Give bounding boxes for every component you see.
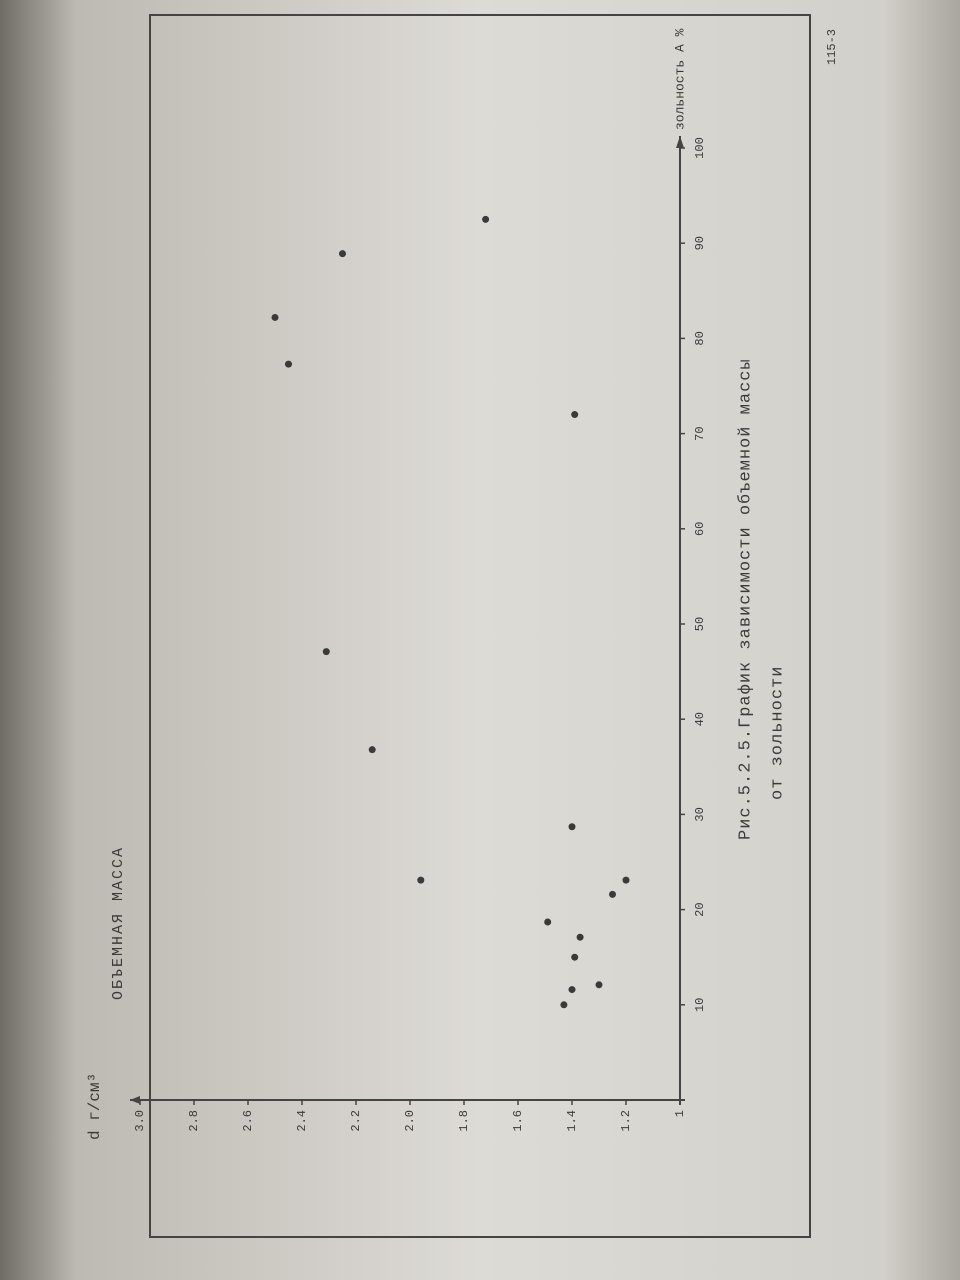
caption-line-2: от зольности bbox=[768, 666, 787, 800]
point bbox=[322, 648, 330, 656]
point bbox=[576, 933, 584, 941]
point bbox=[595, 981, 603, 989]
y-tick-label: 1.6 bbox=[511, 1110, 525, 1132]
y-unit: d г/см³ bbox=[86, 1073, 104, 1140]
x-tick-label: 90 bbox=[693, 236, 707, 250]
frame bbox=[149, 14, 811, 1238]
y-tick-label: 1 bbox=[673, 1110, 687, 1117]
point bbox=[482, 215, 490, 223]
x-tick-label: 70 bbox=[693, 426, 707, 440]
y-tick-label: 1.2 bbox=[619, 1110, 633, 1132]
rotated-chart: d г/см³ ОБЪЕМНАЯ МАССА зольность А % Рис… bbox=[86, 28, 839, 1140]
point bbox=[339, 250, 346, 258]
x-tick-label: 20 bbox=[693, 902, 707, 916]
y-tick-label: 1.8 bbox=[457, 1110, 471, 1132]
x-axis-arrow bbox=[676, 136, 684, 148]
x-tick-label: 40 bbox=[693, 712, 707, 726]
x-tick-label: 10 bbox=[693, 998, 707, 1012]
y-axis-arrow bbox=[130, 1096, 140, 1104]
point bbox=[571, 411, 579, 419]
point bbox=[568, 986, 576, 994]
point bbox=[609, 890, 616, 898]
point bbox=[622, 876, 630, 884]
y-tick-label: 2.6 bbox=[241, 1110, 255, 1132]
x-axis-title: зольность А % bbox=[672, 28, 687, 130]
y-tick-label: 2.4 bbox=[295, 1110, 309, 1132]
x-tick-label: 80 bbox=[693, 331, 707, 345]
y-tick-label: 2.0 bbox=[403, 1110, 417, 1132]
x-tick-label: 30 bbox=[693, 807, 707, 821]
y-tick-label: 1.4 bbox=[565, 1110, 579, 1132]
y-tick-label: 2.2 bbox=[349, 1110, 363, 1132]
point bbox=[571, 953, 579, 961]
point bbox=[568, 823, 576, 831]
y-tick-label: 3.0 bbox=[133, 1110, 147, 1132]
x-tick-label: 50 bbox=[693, 617, 707, 631]
point bbox=[271, 313, 279, 321]
x-tick-label: 100 bbox=[693, 137, 707, 159]
y-tick-label: 2.8 bbox=[187, 1110, 201, 1132]
point bbox=[368, 746, 376, 754]
caption: Рис.5.2.5.График зависимости объемной ма… bbox=[736, 358, 755, 840]
point bbox=[285, 360, 292, 368]
point bbox=[544, 918, 552, 926]
point bbox=[560, 1001, 568, 1009]
page-number: 115-3 bbox=[825, 29, 839, 65]
y-axis-title: ОБЪЕМНАЯ МАССА bbox=[110, 846, 127, 1000]
point bbox=[417, 876, 425, 884]
x-tick-label: 60 bbox=[693, 522, 707, 536]
